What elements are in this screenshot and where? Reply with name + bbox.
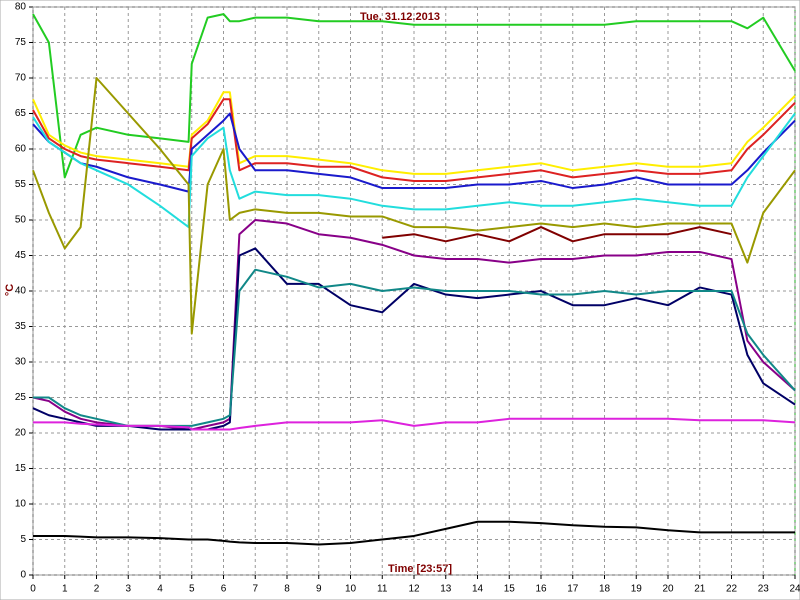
x-tick-label: 22 [726, 584, 738, 595]
x-tick-label: 8 [284, 584, 290, 595]
x-tick-label: 14 [472, 584, 484, 595]
y-tick-label: 5 [20, 534, 26, 545]
y-tick-label: 40 [15, 286, 27, 297]
series-line [32, 98, 796, 182]
y-axis-label: °C [4, 284, 16, 296]
series-line [32, 91, 796, 175]
y-tick-label: 60 [15, 144, 27, 155]
x-tick-label: 4 [157, 584, 163, 595]
x-tick-label: 19 [631, 584, 643, 595]
series-line [32, 13, 796, 179]
y-tick-label: 75 [15, 37, 27, 48]
x-tick-label: 2 [94, 584, 100, 595]
x-tick-label: 7 [252, 584, 258, 595]
x-tick-label: 5 [189, 584, 195, 595]
x-tick-label: 15 [504, 584, 516, 595]
x-tick-label: 23 [758, 584, 770, 595]
y-tick-label: 15 [15, 463, 27, 474]
series-line [32, 112, 796, 229]
x-tick-label: 13 [440, 584, 452, 595]
y-tick-label: 55 [15, 179, 27, 190]
series-line [32, 112, 796, 193]
x-tick-label: 24 [789, 584, 800, 595]
x-tick-label: 0 [30, 584, 36, 595]
x-tick-label: 11 [377, 584, 388, 595]
x-tick-label: 12 [408, 584, 420, 595]
y-tick-label: 45 [15, 250, 27, 261]
x-tick-label: 16 [535, 584, 547, 595]
series-line [382, 226, 732, 243]
series-line [33, 417, 796, 431]
x-tick-label: 9 [316, 584, 322, 595]
series-line [32, 77, 796, 335]
series-line [33, 520, 795, 546]
chart-title: Tue, 31.12.2013 [360, 11, 440, 23]
y-tick-label: 35 [15, 321, 27, 332]
y-tick-label: 30 [15, 357, 27, 368]
y-tick-label: 65 [15, 108, 27, 119]
x-axis-label: Time [23:57] [388, 563, 452, 575]
y-tick-label: 20 [15, 428, 27, 439]
x-tick-label: 17 [567, 584, 579, 595]
x-tick-label: 18 [599, 584, 611, 595]
y-tick-label: 50 [15, 215, 27, 226]
x-tick-label: 1 [62, 584, 68, 595]
x-tick-label: 6 [221, 584, 227, 595]
y-tick-label: 25 [15, 392, 27, 403]
x-tick-label: 3 [125, 584, 131, 595]
y-tick-label: 0 [20, 570, 26, 581]
x-tick-label: 21 [694, 584, 706, 595]
y-tick-label: 10 [15, 499, 27, 510]
y-tick-label: 70 [15, 73, 27, 84]
x-tick-label: 20 [662, 584, 674, 595]
y-tick-label: 80 [15, 2, 27, 13]
x-tick-label: 10 [345, 584, 357, 595]
